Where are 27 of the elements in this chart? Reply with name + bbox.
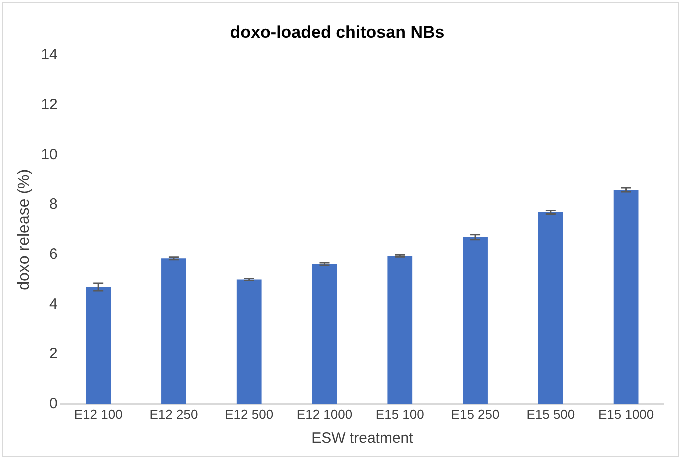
bar [388, 256, 413, 404]
x-tick-label: E12 1000 [296, 406, 353, 422]
bar [312, 264, 338, 404]
y-axis-title: doxo release (%) [16, 169, 34, 290]
y-tick-label: 2 [50, 346, 58, 363]
bar [236, 280, 262, 404]
y-tick-label: 6 [50, 246, 58, 263]
x-tick-label: E12 500 [225, 406, 274, 422]
y-tick-label: 14 [41, 46, 58, 64]
y-tick-label: 8 [50, 196, 58, 214]
x-axis-title: ESW treatment [312, 430, 414, 448]
y-tick-label: 4 [50, 296, 58, 313]
bar [463, 237, 488, 404]
chart-title: doxo-loaded chitosan NBs [230, 22, 445, 42]
y-tick-label: 10 [41, 146, 58, 164]
bar [162, 258, 186, 404]
x-tick-label: E12 100 [74, 406, 123, 422]
bar [614, 190, 639, 404]
x-tick-label: E15 100 [376, 406, 424, 422]
y-tick-label: 0 [50, 396, 58, 413]
x-tick-label: E15 500 [526, 406, 576, 422]
bar [86, 287, 112, 404]
bar [538, 212, 564, 404]
y-tick-label: 12 [41, 96, 58, 114]
x-tick-label: E15 1000 [598, 406, 654, 422]
x-tick-label: E15 250 [451, 406, 500, 422]
x-tick-label: E12 250 [150, 406, 198, 422]
